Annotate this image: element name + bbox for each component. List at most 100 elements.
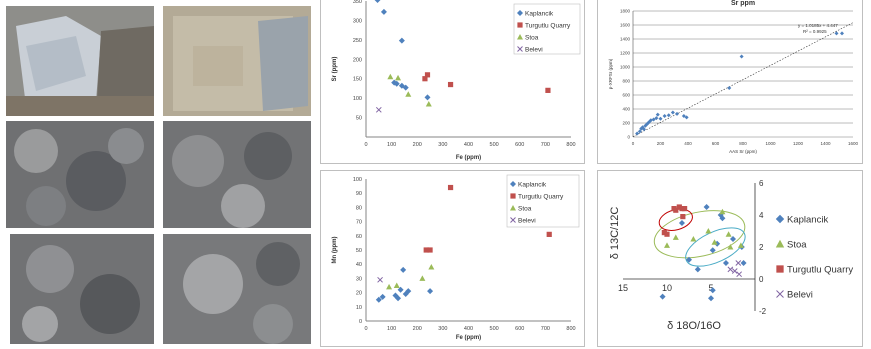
data-point (380, 8, 387, 15)
y-tick-label: 30 (356, 276, 362, 282)
data-point (654, 116, 659, 121)
x-tick-label: 400 (464, 142, 473, 148)
data-point (637, 129, 642, 134)
data-point (682, 206, 688, 212)
x-tick-label: 200 (413, 142, 422, 148)
data-point (655, 112, 660, 117)
legend-marker (517, 34, 523, 40)
data-point (402, 291, 409, 298)
data-point (424, 72, 431, 78)
y-tick-label: 70 (356, 220, 362, 226)
legend-label: Kaplancik (787, 215, 828, 226)
x-tick-label: 10 (662, 283, 672, 293)
legend-box (506, 174, 580, 228)
data-point (400, 266, 407, 273)
data-point (664, 242, 670, 248)
x-axis-title: Fe (ppm) (456, 335, 481, 341)
chart-isotope: 15 10 5 -2 0 2 4 6 δ 18O/16O δ 13C/12C Kaplancik St… (597, 170, 863, 347)
data-point (727, 86, 732, 90)
legend-label: Turgutlu Quarry (525, 23, 571, 30)
chart-title: Sr ppm (731, 0, 755, 7)
data-point (664, 231, 670, 237)
x-tick-label: 600 (712, 141, 720, 146)
x-tick-label: 500 (490, 326, 499, 332)
data-point (737, 242, 744, 248)
group-ellipse-stoa (653, 210, 746, 259)
data-point (735, 260, 742, 266)
data-point (730, 236, 736, 242)
legend-box (513, 3, 581, 55)
data-point (423, 247, 429, 253)
x-tick-label: 300 (438, 142, 447, 148)
data-point (719, 215, 726, 222)
y-tick-label: 150 (353, 77, 362, 83)
data-point (681, 114, 686, 118)
data-point (397, 286, 404, 293)
data-point (709, 287, 716, 294)
legend-label: Stoa (518, 206, 532, 213)
y-tick-label: 0 (359, 319, 362, 325)
data-point (705, 228, 712, 234)
stone-photo-1 (6, 6, 154, 116)
data-point (424, 94, 431, 101)
legend-label: Turgutlu Quarry (518, 194, 564, 201)
legend-marker (517, 46, 523, 52)
data-point (662, 114, 667, 118)
y-tick-label: 50 (356, 116, 362, 122)
x-tick-label: 1400 (820, 141, 831, 146)
legend-marker (775, 239, 785, 248)
data-point (651, 117, 656, 122)
data-point (678, 220, 685, 226)
data-point (659, 293, 666, 300)
y-axis-title: Sr (ppm) (332, 57, 338, 82)
data-point (686, 256, 692, 263)
data-point (840, 31, 844, 36)
data-point (375, 106, 382, 113)
data-point (672, 234, 679, 240)
data-point (648, 118, 653, 123)
data-point (684, 115, 689, 120)
y-axis-title: Mn (ppm) (332, 237, 338, 264)
data-point (419, 275, 426, 281)
x-tick-label: 100 (387, 142, 396, 148)
data-point (670, 110, 675, 115)
legend-marker (510, 217, 516, 223)
y-tick-label: 60 (356, 234, 362, 240)
data-point (679, 206, 685, 212)
data-point (427, 247, 433, 253)
x-tick-label: 1600 (848, 141, 859, 146)
legend-label: Belevi (525, 47, 543, 54)
data-point (658, 116, 663, 121)
data-point (393, 282, 400, 288)
x-axis-title: Fe (ppm) (456, 155, 481, 161)
data-point (422, 76, 428, 82)
legend-marker (510, 205, 516, 211)
legend-marker (510, 181, 516, 187)
data-point (736, 271, 743, 278)
legend-marker (776, 290, 784, 298)
data-point (709, 247, 716, 254)
x-tick-label: 200 (413, 326, 422, 332)
data-point (676, 204, 682, 210)
data-point (395, 74, 402, 81)
chart-fe-sr: 0 100 200 300 400 500 600 700 800 50 100 150 200 250 3… (320, 0, 585, 164)
data-point (425, 100, 432, 107)
legend-marker (517, 10, 523, 16)
stone-photo-2 (163, 6, 311, 116)
y-tick-label: 6 (759, 179, 764, 188)
data-point (374, 0, 381, 3)
data-point (546, 231, 552, 237)
y-axis-title: p-XRFSr (ppm) (608, 58, 613, 89)
x-tick-label: 1000 (765, 141, 776, 146)
data-point (666, 113, 671, 118)
y-tick-label: 1400 (620, 37, 631, 42)
x-tick-label: 500 (490, 142, 499, 148)
x-tick-label: 700 (541, 142, 550, 148)
legend-label: Belevi (787, 290, 813, 301)
data-point (675, 111, 679, 116)
y-tick-label: 200 (622, 121, 630, 126)
data-point (447, 81, 454, 88)
stone-photo-4 (163, 121, 311, 228)
data-point (680, 214, 686, 220)
data-point (387, 73, 394, 80)
